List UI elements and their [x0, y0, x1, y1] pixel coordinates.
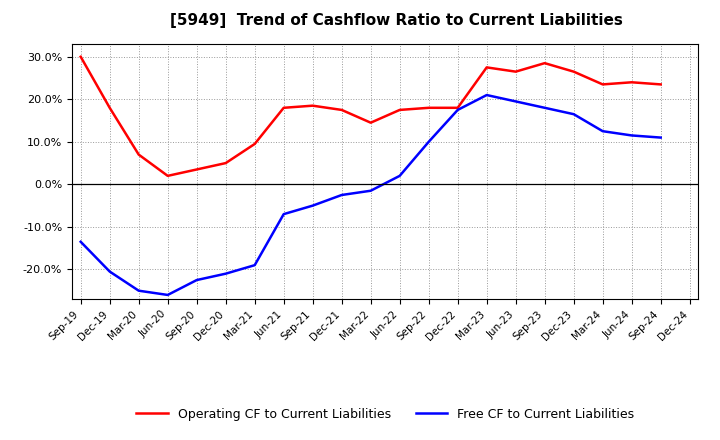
Free CF to Current Liabilities: [366, 188, 375, 194]
Legend: Operating CF to Current Liabilities, Free CF to Current Liabilities: Operating CF to Current Liabilities, Fre…: [131, 403, 639, 425]
Operating CF to Current Liabilities: [657, 82, 665, 87]
Operating CF to Current Liabilities: [105, 105, 114, 110]
Operating CF to Current Liabilities: [627, 80, 636, 85]
Operating CF to Current Liabilities: [135, 152, 143, 157]
Operating CF to Current Liabilities: [76, 54, 85, 59]
Operating CF to Current Liabilities: [308, 103, 317, 108]
Operating CF to Current Liabilities: [338, 107, 346, 113]
Free CF to Current Liabilities: [192, 278, 201, 283]
Free CF to Current Liabilities: [657, 135, 665, 140]
Free CF to Current Liabilities: [221, 271, 230, 276]
Operating CF to Current Liabilities: [482, 65, 491, 70]
Line: Operating CF to Current Liabilities: Operating CF to Current Liabilities: [81, 57, 661, 176]
Line: Free CF to Current Liabilities: Free CF to Current Liabilities: [81, 95, 661, 295]
Free CF to Current Liabilities: [279, 212, 288, 217]
Free CF to Current Liabilities: [627, 133, 636, 138]
Free CF to Current Liabilities: [135, 288, 143, 293]
Free CF to Current Liabilities: [76, 239, 85, 245]
Operating CF to Current Liabilities: [570, 69, 578, 74]
Free CF to Current Liabilities: [308, 203, 317, 208]
Operating CF to Current Liabilities: [424, 105, 433, 110]
Free CF to Current Liabilities: [541, 105, 549, 110]
Free CF to Current Liabilities: [395, 173, 404, 179]
Operating CF to Current Liabilities: [366, 120, 375, 125]
Operating CF to Current Liabilities: [454, 105, 462, 110]
Operating CF to Current Liabilities: [251, 141, 259, 147]
Free CF to Current Liabilities: [424, 139, 433, 144]
Operating CF to Current Liabilities: [511, 69, 520, 74]
Operating CF to Current Liabilities: [598, 82, 607, 87]
Operating CF to Current Liabilities: [192, 167, 201, 172]
Operating CF to Current Liabilities: [541, 60, 549, 66]
Free CF to Current Liabilities: [598, 128, 607, 134]
Operating CF to Current Liabilities: [395, 107, 404, 113]
Operating CF to Current Liabilities: [279, 105, 288, 110]
Free CF to Current Liabilities: [570, 111, 578, 117]
Free CF to Current Liabilities: [511, 99, 520, 104]
Operating CF to Current Liabilities: [221, 161, 230, 166]
Free CF to Current Liabilities: [163, 292, 172, 297]
Free CF to Current Liabilities: [105, 269, 114, 274]
Free CF to Current Liabilities: [454, 107, 462, 113]
Free CF to Current Liabilities: [482, 92, 491, 98]
Free CF to Current Liabilities: [251, 263, 259, 268]
Text: [5949]  Trend of Cashflow Ratio to Current Liabilities: [5949] Trend of Cashflow Ratio to Curren…: [170, 13, 622, 28]
Operating CF to Current Liabilities: [163, 173, 172, 179]
Free CF to Current Liabilities: [338, 192, 346, 198]
